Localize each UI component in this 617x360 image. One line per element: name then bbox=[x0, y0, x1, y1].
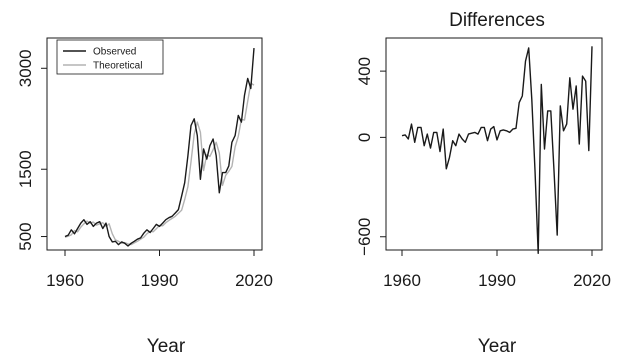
legend-label-observed: Observed bbox=[93, 47, 136, 58]
y-axis-right: −600 0 400 bbox=[355, 57, 386, 256]
x-axis-label-right: Year bbox=[478, 336, 517, 357]
series-group-right bbox=[401, 46, 593, 255]
differences-panel: Differences 1960 1990 2020 −600 0 400 Year bbox=[355, 10, 611, 357]
series-group-left bbox=[64, 48, 255, 247]
y-tick-label: 0 bbox=[355, 133, 374, 142]
legend: Observed Theoretical bbox=[56, 39, 164, 75]
left-theoretical-line bbox=[64, 82, 255, 246]
chart-title-right: Differences bbox=[449, 10, 545, 31]
legend-label-theoretical: Theoretical bbox=[93, 61, 142, 72]
x-axis-left: 1960 1990 2020 bbox=[46, 250, 273, 290]
x-tick-label: 2020 bbox=[235, 271, 273, 290]
legend-box bbox=[56, 39, 164, 75]
x-tick-label: 1960 bbox=[383, 271, 421, 290]
plot-box-left bbox=[46, 37, 263, 251]
x-axis-right: 1960 1990 2020 bbox=[383, 250, 611, 290]
y-tick-label: 400 bbox=[355, 57, 374, 85]
y-tick-label: 500 bbox=[16, 222, 35, 250]
observed-vs-theoretical-panel: 1960 1990 2020 500 1500 3000 Observed Theore… bbox=[16, 37, 273, 357]
y-tick-label: 3000 bbox=[16, 49, 35, 87]
y-axis-left: 500 1500 3000 bbox=[16, 49, 47, 251]
left-observed-line bbox=[64, 48, 255, 247]
y-tick-label: −600 bbox=[355, 218, 374, 256]
plot-box-right bbox=[385, 37, 603, 251]
x-tick-label: 1990 bbox=[141, 271, 179, 290]
x-axis-label-left: Year bbox=[147, 336, 186, 357]
x-tick-label: 1990 bbox=[478, 271, 516, 290]
x-tick-label: 2020 bbox=[573, 271, 611, 290]
x-tick-label: 1960 bbox=[46, 271, 84, 290]
y-tick-label: 1500 bbox=[16, 150, 35, 188]
right-series-0-line bbox=[401, 46, 593, 255]
